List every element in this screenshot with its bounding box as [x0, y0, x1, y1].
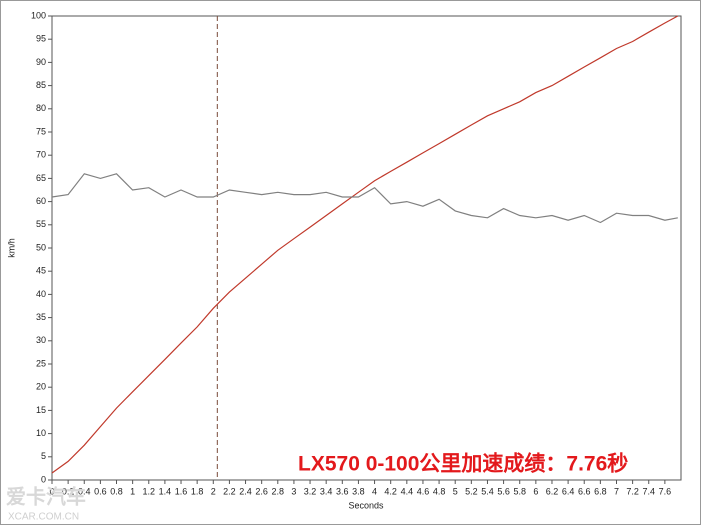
x-tick-label: 0 [49, 486, 54, 496]
x-tick-label: 6.4 [562, 486, 575, 496]
y-tick-label: 20 [36, 382, 46, 392]
plot-area [51, 15, 682, 481]
x-tick-label: 1.2 [143, 486, 156, 496]
x-tick-label: 2.4 [239, 486, 252, 496]
x-tick-label: 2.8 [272, 486, 285, 496]
x-tick-label: 6.2 [546, 486, 559, 496]
y-axis-label: km/h [6, 238, 16, 258]
y-tick-label: 25 [36, 358, 46, 368]
x-tick-label: 5.8 [513, 486, 526, 496]
x-tick-label: 3.2 [304, 486, 317, 496]
y-tick-label: 50 [36, 242, 46, 252]
x-tick-label: 6.8 [594, 486, 607, 496]
x-tick-label: 0.4 [78, 486, 91, 496]
x-tick-label: 5.6 [497, 486, 510, 496]
y-tick-label: 65 [36, 173, 46, 183]
x-tick-label: 0.8 [110, 486, 123, 496]
y-tick-label: 100 [31, 10, 46, 20]
x-tick-label: 1 [130, 486, 135, 496]
x-tick-label: 7.4 [642, 486, 655, 496]
watermark: 爱卡汽车 [6, 484, 86, 508]
y-tick-label: 75 [36, 126, 46, 136]
y-tick-label: 10 [36, 428, 46, 438]
y-tick-label: 90 [36, 57, 46, 67]
y-tick-label: 15 [36, 405, 46, 415]
x-tick-label: 5.2 [465, 486, 478, 496]
x-tick-label: 0.2 [62, 486, 75, 496]
x-tick-label: 2.2 [223, 486, 236, 496]
y-tick-label: 45 [36, 266, 46, 276]
x-tick-label: 3.4 [320, 486, 333, 496]
y-tick-label: 40 [36, 289, 46, 299]
x-tick-label: 3.8 [352, 486, 365, 496]
x-tick-label: 2.6 [255, 486, 268, 496]
x-tick-label: 2 [211, 486, 216, 496]
data-line [51, 15, 679, 474]
y-tick-label: 95 [36, 34, 46, 44]
x-tick-label: 6 [533, 486, 538, 496]
x-tick-label: 3 [291, 486, 296, 496]
x-tick-label: 4.8 [433, 486, 446, 496]
y-tick-label: 70 [36, 150, 46, 160]
y-tick-label: 30 [36, 335, 46, 345]
x-tick-label: 7.2 [626, 486, 639, 496]
watermark-url: XCAR.COM.CN [8, 512, 79, 523]
annotation-bg [296, 450, 678, 478]
x-tick-label: 5 [453, 486, 458, 496]
x-tick-label: 1.8 [191, 486, 204, 496]
annotation: LX570 0-100公里加速成绩：7.76秒 [298, 452, 628, 476]
y-tick-label: 5 [41, 451, 46, 461]
x-tick-label: 4.4 [401, 486, 414, 496]
x-tick-label: 6.6 [578, 486, 591, 496]
x-axis-label: Seconds [348, 500, 384, 510]
x-tick-label: 1.4 [159, 486, 172, 496]
x-tick-label: 1.6 [175, 486, 188, 496]
x-tick-label: 0.6 [94, 486, 107, 496]
y-tick-label: 80 [36, 103, 46, 113]
x-tick-label: 4 [372, 486, 377, 496]
y-tick-label: 85 [36, 80, 46, 90]
y-tick-label: 0 [41, 474, 46, 484]
x-tick-label: 5.4 [481, 486, 494, 496]
x-tick-label: 7 [614, 486, 619, 496]
x-tick-label: 4.6 [417, 486, 430, 496]
x-tick-label: 7.6 [659, 486, 672, 496]
x-tick-label: 4.2 [384, 486, 397, 496]
data-line [51, 173, 678, 224]
y-tick-label: 55 [36, 219, 46, 229]
x-tick-label: 3.6 [336, 486, 349, 496]
y-tick-label: 35 [36, 312, 46, 322]
y-tick-label: 60 [36, 196, 46, 206]
